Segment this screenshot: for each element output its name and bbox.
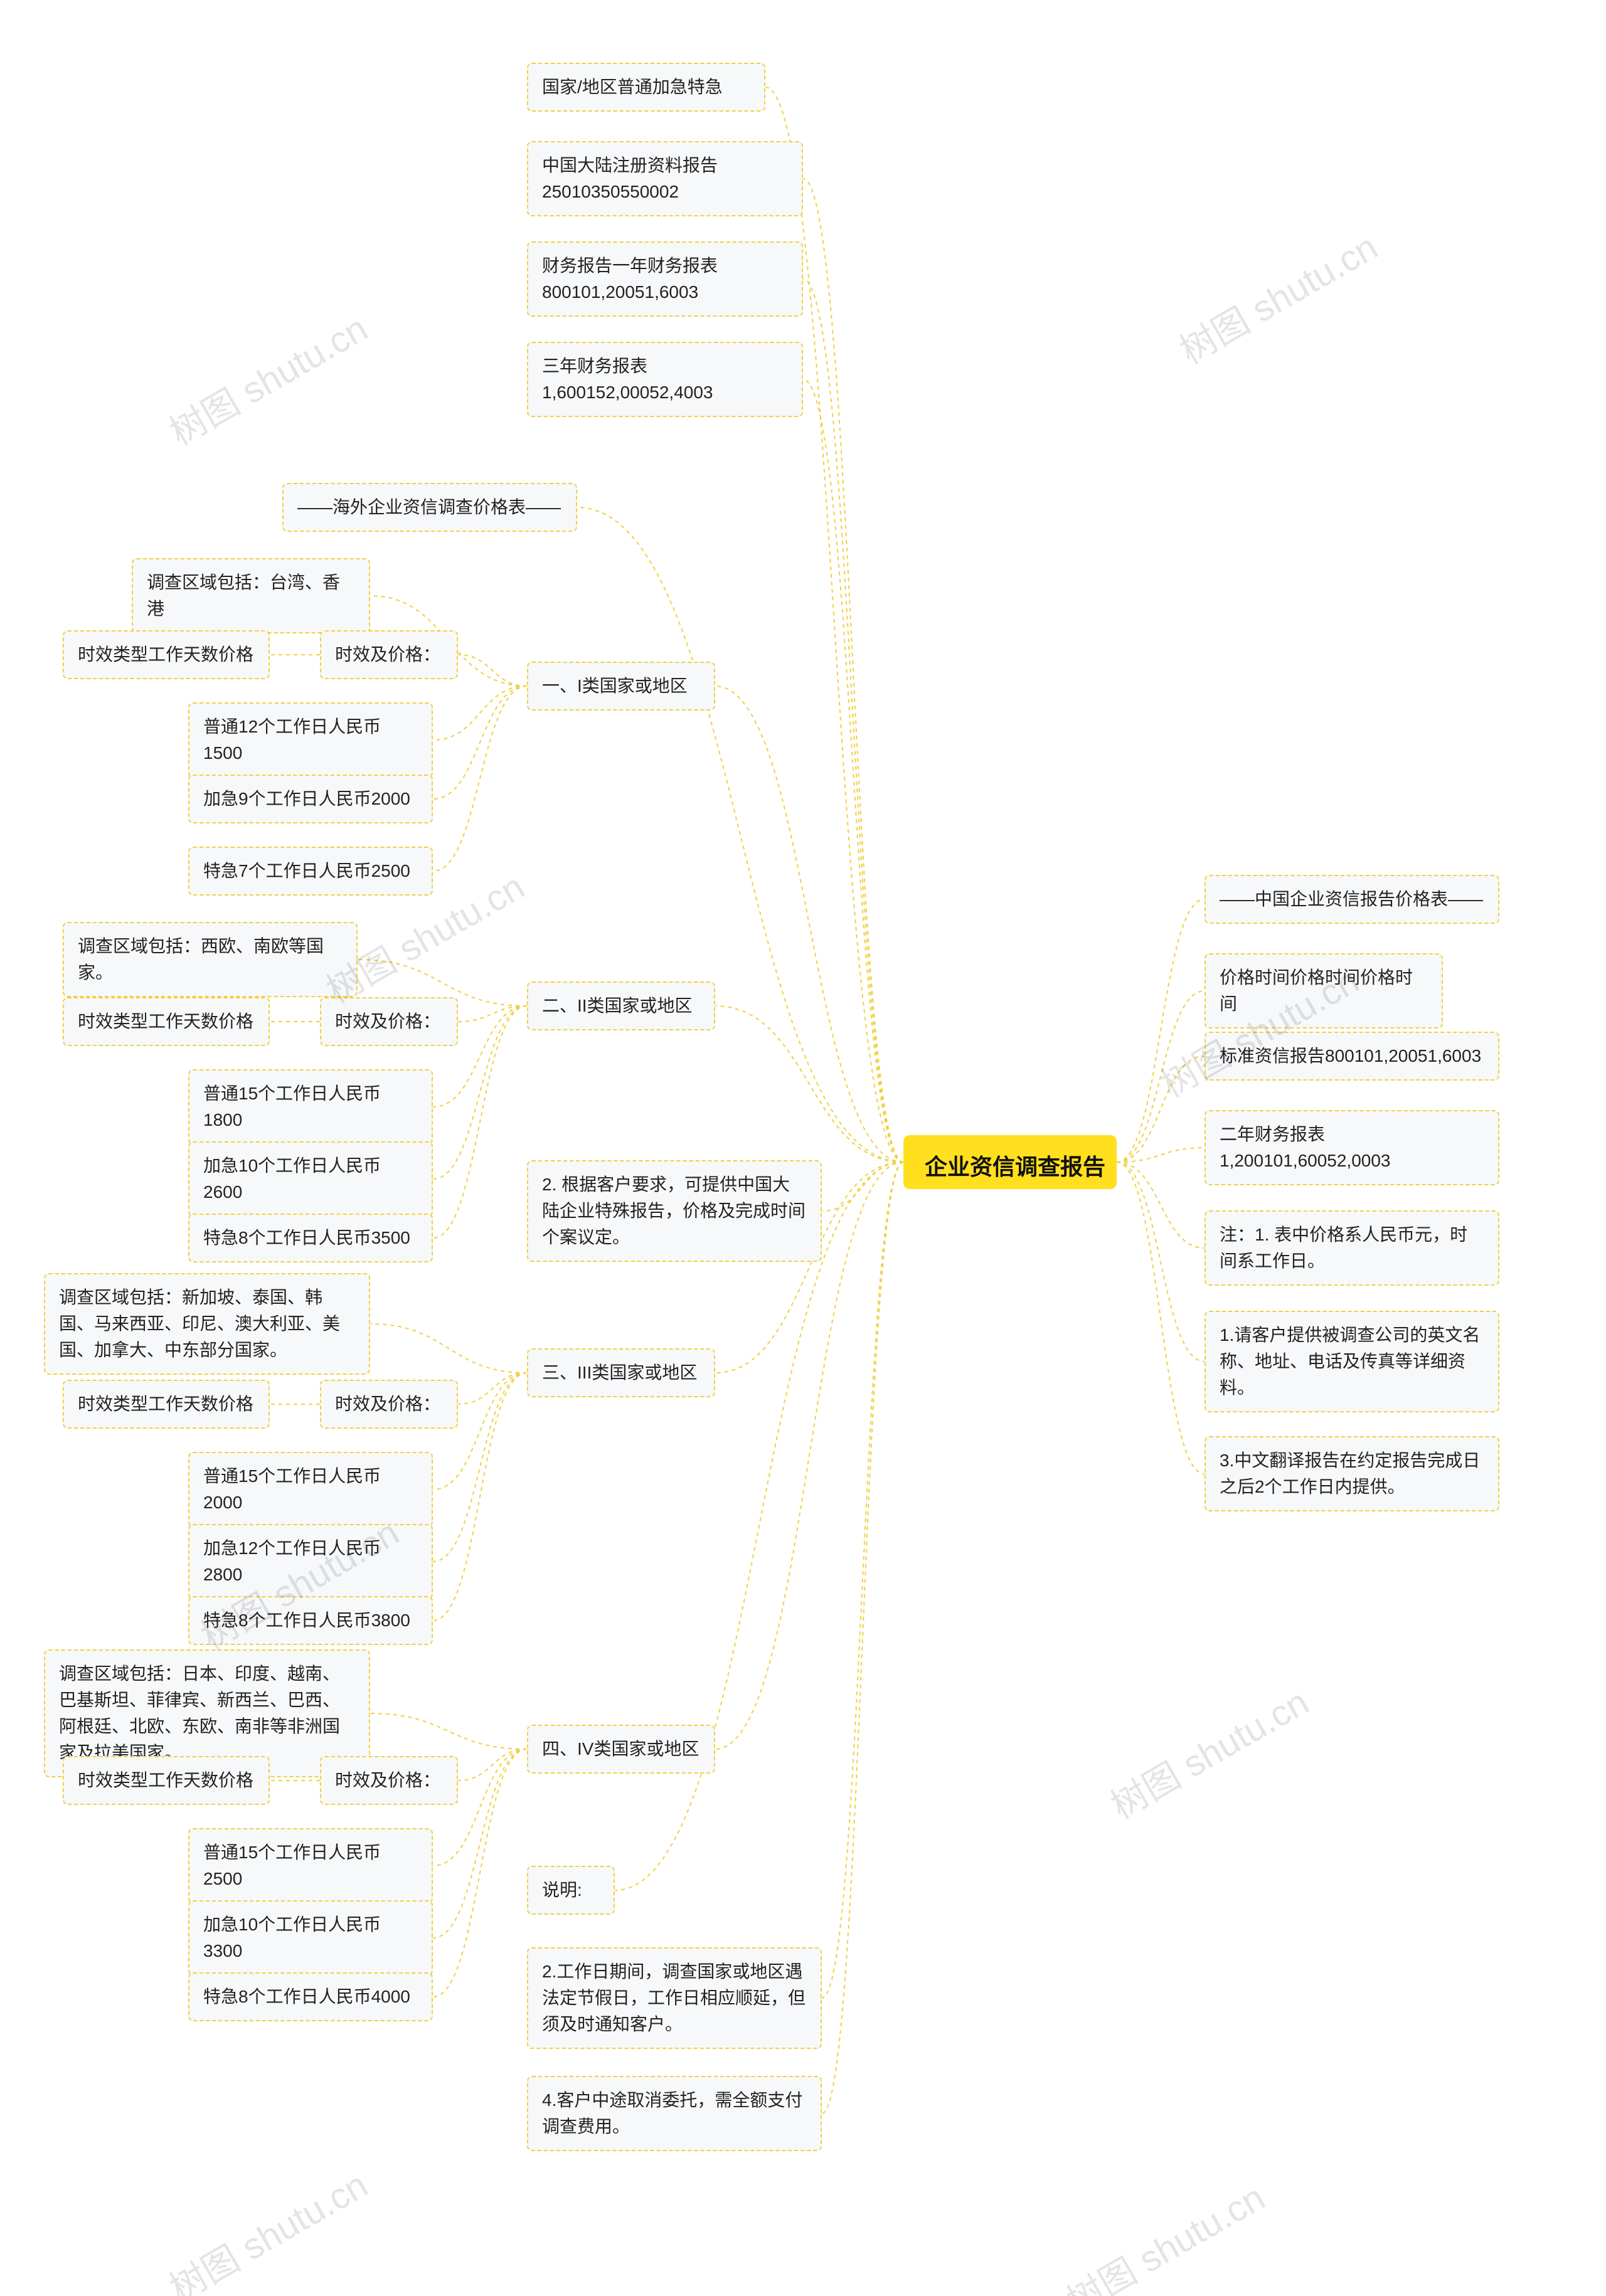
mindmap-node[interactable]: ——海外企业资信调查价格表—— bbox=[282, 483, 577, 532]
node-label: 四、IV类国家或地区 bbox=[542, 1736, 699, 1762]
mindmap-node[interactable]: 调查区域包括：台湾、香港 bbox=[132, 558, 370, 633]
mindmap-node[interactable]: 2. 根据客户要求，可提供中国大陆企业特殊报告，价格及完成时间个案议定。 bbox=[527, 1160, 822, 1262]
node-label: 特急8个工作日人民币3500 bbox=[203, 1225, 410, 1251]
mindmap-node[interactable]: 调查区域包括：新加坡、泰国、韩国、马来西亚、印尼、澳大利亚、美国、加拿大、中东部… bbox=[44, 1273, 370, 1375]
node-label: 普通15个工作日人民币2500 bbox=[203, 1839, 418, 1892]
mindmap-node[interactable]: 特急8个工作日人民币3800 bbox=[188, 1596, 433, 1645]
watermark: 树图 shutu.cn bbox=[1169, 218, 1386, 374]
mindmap-node[interactable]: 时效及价格： bbox=[320, 1756, 458, 1805]
mindmap-node[interactable]: 普通15个工作日人民币2000 bbox=[188, 1452, 433, 1527]
mindmap-node[interactable]: 时效及价格： bbox=[320, 630, 458, 679]
mindmap-node[interactable]: 标准资信报告800101,20051,6003 bbox=[1204, 1032, 1499, 1081]
mindmap-node[interactable]: 注：1. 表中价格系人民币元，时间系工作日。 bbox=[1204, 1210, 1499, 1286]
mindmap-node[interactable]: 国家/地区普通加急特急 bbox=[527, 63, 765, 112]
mindmap-node[interactable]: 时效及价格： bbox=[320, 1380, 458, 1429]
mindmap-node[interactable]: 特急7个工作日人民币2500 bbox=[188, 847, 433, 896]
mindmap-node[interactable]: 说明: bbox=[527, 1866, 615, 1915]
node-label: 1.请客户提供被调查公司的英文名称、地址、电话及传真等详细资料。 bbox=[1220, 1322, 1484, 1401]
watermark: 树图 shutu.cn bbox=[1100, 1673, 1317, 1829]
node-label: 时效类型工作天数价格 bbox=[78, 1008, 253, 1035]
node-label: 调查区域包括：台湾、香港 bbox=[147, 569, 355, 622]
mindmap-node[interactable]: 时效类型工作天数价格 bbox=[63, 1756, 270, 1805]
node-label: 3.中文翻译报告在约定报告完成日之后2个工作日内提供。 bbox=[1220, 1447, 1484, 1500]
node-label: 时效类型工作天数价格 bbox=[78, 1391, 253, 1417]
mindmap-node[interactable]: 时效类型工作天数价格 bbox=[63, 630, 270, 679]
node-label: ——中国企业资信报告价格表—— bbox=[1220, 886, 1483, 913]
node-label: 时效及价格： bbox=[335, 1008, 440, 1035]
mindmap-node[interactable]: 特急8个工作日人民币4000 bbox=[188, 1972, 433, 2021]
watermark: 树图 shutu.cn bbox=[159, 2156, 376, 2296]
node-label: 时效类型工作天数价格 bbox=[78, 642, 253, 668]
node-label: 中国大陆注册资料报告25010350550002 bbox=[542, 152, 788, 205]
mindmap-node[interactable]: 加急10个工作日人民币2600 bbox=[188, 1141, 433, 1217]
mindmap-node[interactable]: 加急12个工作日人民币2800 bbox=[188, 1524, 433, 1599]
mindmap-node[interactable]: 财务报告一年财务报表800101,20051,6003 bbox=[527, 241, 803, 317]
node-label: 特急8个工作日人民币3800 bbox=[203, 1607, 410, 1634]
mindmap-node[interactable]: 二年财务报表1,200101,60052,0003 bbox=[1204, 1110, 1499, 1185]
watermark: 树图 shutu.cn bbox=[1056, 2169, 1273, 2296]
node-label: 调查区域包括：新加坡、泰国、韩国、马来西亚、印尼、澳大利亚、美国、加拿大、中东部… bbox=[59, 1284, 355, 1363]
node-label: 财务报告一年财务报表800101,20051,6003 bbox=[542, 253, 788, 305]
mindmap-node[interactable]: 中国大陆注册资料报告25010350550002 bbox=[527, 141, 803, 216]
mindmap-node[interactable]: 三、III类国家或地区 bbox=[527, 1348, 715, 1397]
node-label: 加急12个工作日人民币2800 bbox=[203, 1535, 418, 1588]
mindmap-node[interactable]: 4.客户中途取消委托，需全额支付调查费用。 bbox=[527, 2076, 822, 2151]
node-label: 特急7个工作日人民币2500 bbox=[203, 858, 410, 884]
node-label: 特急8个工作日人民币4000 bbox=[203, 1984, 410, 2010]
node-label: 时效及价格： bbox=[335, 1391, 440, 1417]
node-label: 一、I类国家或地区 bbox=[542, 673, 688, 699]
watermark: 树图 shutu.cn bbox=[159, 300, 376, 455]
mindmap-node[interactable]: 普通15个工作日人民币2500 bbox=[188, 1828, 433, 1903]
node-label: 调查区域包括：日本、印度、越南、巴基斯坦、菲律宾、新西兰、巴西、阿根廷、北欧、东… bbox=[59, 1661, 355, 1766]
mindmap-node[interactable]: 四、IV类国家或地区 bbox=[527, 1725, 715, 1774]
node-label: 4.客户中途取消委托，需全额支付调查费用。 bbox=[542, 2087, 807, 2140]
node-label: 二年财务报表1,200101,60052,0003 bbox=[1220, 1121, 1484, 1174]
node-label: 注：1. 表中价格系人民币元，时间系工作日。 bbox=[1220, 1222, 1484, 1274]
mindmap-node[interactable]: 二、II类国家或地区 bbox=[527, 981, 715, 1030]
mindmap-node[interactable]: 1.请客户提供被调查公司的英文名称、地址、电话及传真等详细资料。 bbox=[1204, 1311, 1499, 1412]
mindmap-node[interactable]: 普通12个工作日人民币1500 bbox=[188, 702, 433, 778]
node-label: 二、II类国家或地区 bbox=[542, 993, 693, 1019]
mindmap-node[interactable]: 调查区域包括：西欧、南欧等国家。 bbox=[63, 922, 358, 997]
node-label: 普通12个工作日人民币1500 bbox=[203, 714, 418, 766]
mindmap-node[interactable]: 普通15个工作日人民币1800 bbox=[188, 1069, 433, 1145]
node-label: 普通15个工作日人民币1800 bbox=[203, 1081, 418, 1133]
node-label: 调查区域包括：西欧、南欧等国家。 bbox=[78, 933, 343, 986]
root-node[interactable]: 企业资信调查报告 bbox=[903, 1135, 1117, 1189]
mindmap-node[interactable]: ——中国企业资信报告价格表—— bbox=[1204, 875, 1499, 924]
mindmap-node[interactable]: 时效类型工作天数价格 bbox=[63, 997, 270, 1046]
mindmap-node[interactable]: 时效及价格： bbox=[320, 997, 458, 1046]
mindmap-canvas: 企业资信调查报告 ——中国企业资信报告价格表—— 价格时间价格时间价格时间标准资信… bbox=[0, 0, 1606, 2296]
node-label: 国家/地区普通加急特急 bbox=[542, 74, 723, 100]
node-label: 2.工作日期间，调查国家或地区遇法定节假日，工作日相应顺延，但须及时通知客户。 bbox=[542, 1959, 807, 2038]
node-label: 三年财务报表1,600152,00052,4003 bbox=[542, 353, 788, 406]
node-label: 时效及价格： bbox=[335, 1767, 440, 1794]
node-label: 加急10个工作日人民币3300 bbox=[203, 1912, 418, 1964]
mindmap-node[interactable]: 三年财务报表1,600152,00052,4003 bbox=[527, 342, 803, 417]
node-label: 2. 根据客户要求，可提供中国大陆企业特殊报告，价格及完成时间个案议定。 bbox=[542, 1172, 807, 1251]
mindmap-node[interactable]: 加急10个工作日人民币3300 bbox=[188, 1900, 433, 1976]
node-label: 加急10个工作日人民币2600 bbox=[203, 1153, 418, 1205]
node-label: 时效及价格： bbox=[335, 642, 440, 668]
node-label: ——海外企业资信调查价格表—— bbox=[297, 494, 561, 521]
node-label: 标准资信报告800101,20051,6003 bbox=[1220, 1043, 1481, 1069]
mindmap-node[interactable]: 特急8个工作日人民币3500 bbox=[188, 1214, 433, 1262]
root-label: 企业资信调查报告 bbox=[925, 1154, 1105, 1180]
node-label: 加急9个工作日人民币2000 bbox=[203, 786, 410, 812]
node-label: 说明: bbox=[542, 1877, 582, 1903]
node-label: 时效类型工作天数价格 bbox=[78, 1767, 253, 1794]
node-label: 价格时间价格时间价格时间 bbox=[1220, 965, 1428, 1017]
mindmap-node[interactable]: 3.中文翻译报告在约定报告完成日之后2个工作日内提供。 bbox=[1204, 1436, 1499, 1511]
node-label: 三、III类国家或地区 bbox=[542, 1360, 697, 1386]
mindmap-node[interactable]: 价格时间价格时间价格时间 bbox=[1204, 953, 1443, 1029]
mindmap-node[interactable]: 一、I类国家或地区 bbox=[527, 662, 715, 711]
mindmap-node[interactable]: 2.工作日期间，调查国家或地区遇法定节假日，工作日相应顺延，但须及时通知客户。 bbox=[527, 1947, 822, 2049]
mindmap-node[interactable]: 加急9个工作日人民币2000 bbox=[188, 775, 433, 823]
mindmap-node[interactable]: 时效类型工作天数价格 bbox=[63, 1380, 270, 1429]
node-label: 普通15个工作日人民币2000 bbox=[203, 1463, 418, 1516]
